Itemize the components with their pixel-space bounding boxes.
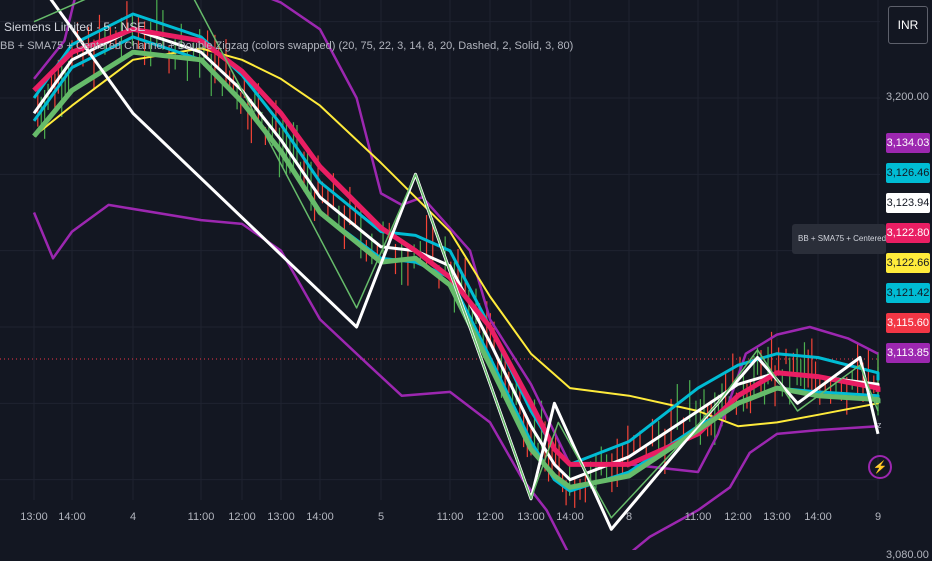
price-tick: 3,200.00 [886, 91, 929, 103]
bolt-icon[interactable]: ⚡ [868, 455, 892, 479]
time-label: 8 [625, 511, 633, 523]
price-label: 3,122.66 [886, 253, 930, 273]
series-smoothed_red [32, 26, 881, 467]
price-label: 3,123.94 [886, 193, 930, 213]
candles [37, 0, 879, 508]
time-label: 11:00 [684, 511, 712, 523]
price-label: 3,121.42 [886, 283, 930, 303]
time-label: 14:00 [58, 511, 86, 523]
zoom-mark: z [877, 420, 882, 430]
price-label: 3,115.60 [886, 313, 930, 333]
indicator-series [32, 0, 881, 550]
time-label: 13:00 [763, 511, 791, 523]
series-bb_upper [33, 0, 879, 474]
time-label: 9 [874, 511, 882, 523]
price-label: 3,113.85 [886, 343, 930, 363]
time-label: 12:00 [228, 511, 256, 523]
indicator-title[interactable]: BB + SMA75 + Centered Channel + Double Z… [0, 40, 574, 52]
price-tick: 3,080.00 [886, 549, 929, 561]
price-label: 3,126.46 [886, 163, 930, 183]
symbol-title[interactable]: Siemens Limited · 5 · NSE [4, 20, 146, 34]
time-label: 14:00 [306, 511, 334, 523]
time-label: 13:00 [20, 511, 48, 523]
time-label: 5 [377, 511, 385, 523]
time-label: 14:00 [556, 511, 584, 523]
indicator-tooltip: BB + SMA75 + Centered Chann [792, 224, 886, 254]
price-label: 3,122.80 [886, 223, 930, 243]
time-label: 14:00 [804, 511, 832, 523]
time-label: 12:00 [476, 511, 504, 523]
time-label: 11:00 [436, 511, 464, 523]
series-sma75 [33, 47, 879, 428]
time-label: 13:00 [517, 511, 545, 523]
price-label: 3,134.03 [886, 133, 930, 153]
series-smoothed_green [32, 49, 881, 490]
time-label: 12:00 [724, 511, 752, 523]
time-label: 4 [129, 511, 137, 523]
series-zigzag_green [33, 0, 879, 519]
time-label: 13:00 [267, 511, 295, 523]
series-channel_mid [32, 27, 880, 482]
currency-button[interactable]: INR [888, 6, 928, 44]
series-bb_lower [32, 203, 879, 550]
time-label: 11:00 [187, 511, 215, 523]
